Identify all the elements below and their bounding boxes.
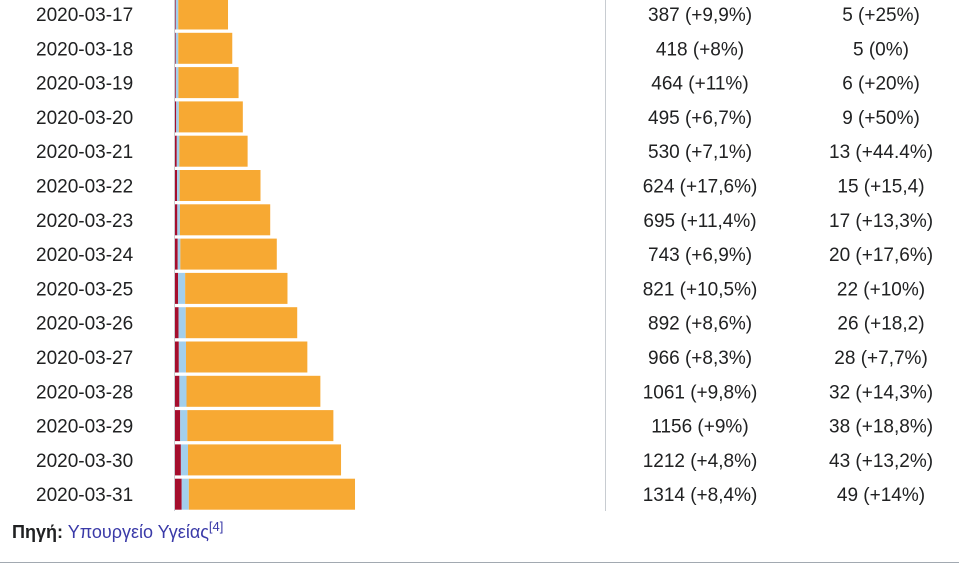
deaths-label: 49 (+14%)	[837, 485, 925, 506]
active-cases-bar-segment	[185, 307, 298, 339]
active-cases-bar-segment	[180, 238, 277, 270]
date-label: 2020-03-19	[36, 74, 133, 95]
source-link[interactable]: Υπουργείο Υγείας	[67, 522, 209, 542]
active-cases-bar-segment	[186, 375, 321, 407]
date-label: 2020-03-31	[36, 485, 133, 506]
deaths-bar-segment	[175, 204, 178, 236]
cases-label: 821 (+10,5%)	[643, 279, 758, 300]
active-cases-bar-segment	[188, 444, 342, 476]
cases-label: 1061 (+9,8%)	[643, 382, 758, 403]
cases-label: 418 (+8%)	[656, 39, 744, 60]
recovered-bar-segment	[180, 444, 189, 476]
cases-label: 1314 (+8,4%)	[643, 485, 758, 506]
recovered-bar-segment	[177, 238, 181, 270]
deaths-bar-segment	[175, 101, 177, 133]
cases-label: 387 (+9,9%)	[648, 5, 752, 26]
date-label: 2020-03-27	[36, 348, 133, 369]
cases-label: 495 (+6,7%)	[648, 108, 752, 129]
deaths-bar-segment	[175, 67, 176, 99]
deaths-label: 43 (+13,2%)	[829, 451, 933, 472]
recovered-bar-segment	[180, 410, 188, 442]
active-cases-bar-segment	[187, 410, 334, 442]
bottom-divider	[0, 562, 959, 563]
date-label: 2020-03-24	[36, 245, 134, 266]
active-cases-bar-segment	[179, 135, 248, 167]
recovered-bar-segment	[179, 375, 187, 407]
active-cases-bar-segment	[185, 341, 308, 373]
deaths-bar-segment	[175, 444, 181, 476]
date-label: 2020-03-21	[36, 142, 133, 163]
deaths-bar-segment	[175, 272, 179, 304]
cases-label: 624 (+17,6%)	[643, 177, 758, 198]
deaths-label: 15 (+15,4)	[837, 177, 924, 198]
recovered-bar-segment	[175, 0, 179, 30]
date-label: 2020-03-28	[36, 382, 133, 403]
deaths-bar-segment	[175, 341, 179, 373]
covid-cases-bar-chart: 2020-03-17 387 (+9,9%) 5 (+25%) 2020-03-18 4…	[36, 0, 933, 511]
recovered-bar-segment	[176, 101, 179, 133]
recovered-bar-segment	[178, 272, 186, 304]
source-note: Πηγή: Υπουργείο Υγείας[4]	[12, 519, 223, 543]
deaths-label: 9 (+50%)	[842, 108, 920, 129]
cases-label: 966 (+8,3%)	[648, 348, 752, 369]
cases-label: 743 (+6,9%)	[648, 245, 752, 266]
deaths-label: 32 (+14,3%)	[829, 382, 933, 403]
date-label: 2020-03-25	[36, 279, 133, 300]
deaths-bar-segment	[175, 478, 182, 510]
deaths-label: 13 (+44.4%)	[829, 142, 933, 163]
date-label: 2020-03-29	[36, 417, 133, 438]
cases-label: 530 (+7,1%)	[648, 142, 752, 163]
date-label: 2020-03-22	[36, 177, 133, 198]
recovered-bar-segment	[177, 204, 180, 236]
deaths-label: 17 (+13,3%)	[829, 211, 933, 232]
recovered-bar-segment	[177, 170, 180, 201]
deaths-bar-segment	[175, 0, 176, 30]
deaths-label: 6 (+20%)	[842, 74, 920, 95]
deaths-bar-segment	[175, 375, 180, 407]
active-cases-bar-segment	[178, 67, 239, 99]
deaths-label: 5 (0%)	[853, 39, 909, 60]
cases-label: 695 (+11,4%)	[643, 211, 756, 232]
recovered-bar-segment	[178, 307, 186, 339]
recovered-bar-segment	[175, 67, 179, 99]
deaths-label: 26 (+18,2)	[837, 314, 924, 335]
active-cases-bar-segment	[185, 272, 288, 304]
cases-label: 892 (+8,6%)	[648, 314, 752, 335]
recovered-bar-segment	[178, 341, 186, 373]
deaths-label: 20 (+17,6%)	[829, 245, 933, 266]
recovered-bar-segment	[176, 135, 180, 167]
active-cases-bar-segment	[178, 0, 229, 30]
cases-label: 464 (+11%)	[651, 74, 748, 95]
source-label: Πηγή:	[12, 522, 63, 542]
active-cases-bar-segment	[179, 170, 261, 201]
active-cases-bar-segment	[178, 32, 233, 64]
active-cases-bar-segment	[178, 101, 243, 133]
recovered-bar-segment	[181, 478, 189, 510]
date-label: 2020-03-30	[36, 451, 133, 472]
recovered-bar-segment	[175, 32, 179, 64]
date-label: 2020-03-26	[36, 314, 133, 335]
cases-label: 1212 (+4,8%)	[643, 451, 758, 472]
cases-label: 1156 (+9%)	[651, 417, 748, 438]
deaths-label: 38 (+18,8%)	[829, 417, 933, 438]
date-label: 2020-03-23	[36, 211, 133, 232]
active-cases-bar-segment	[179, 204, 271, 236]
deaths-label: 28 (+7,7%)	[834, 348, 927, 369]
active-cases-bar-segment	[188, 478, 356, 510]
deaths-bar-segment	[175, 32, 176, 64]
date-label: 2020-03-17	[36, 5, 133, 26]
deaths-label: 22 (+10%)	[837, 279, 925, 300]
date-label: 2020-03-20	[36, 108, 133, 129]
deaths-bar-segment	[175, 238, 178, 270]
source-reference[interactable]: [4]	[208, 519, 224, 534]
deaths-label: 5 (+25%)	[842, 5, 920, 26]
deaths-bar-segment	[175, 170, 178, 201]
deaths-bar-segment	[175, 307, 179, 339]
deaths-bar-segment	[175, 135, 177, 167]
deaths-bar-segment	[175, 410, 181, 442]
date-label: 2020-03-18	[36, 39, 133, 60]
